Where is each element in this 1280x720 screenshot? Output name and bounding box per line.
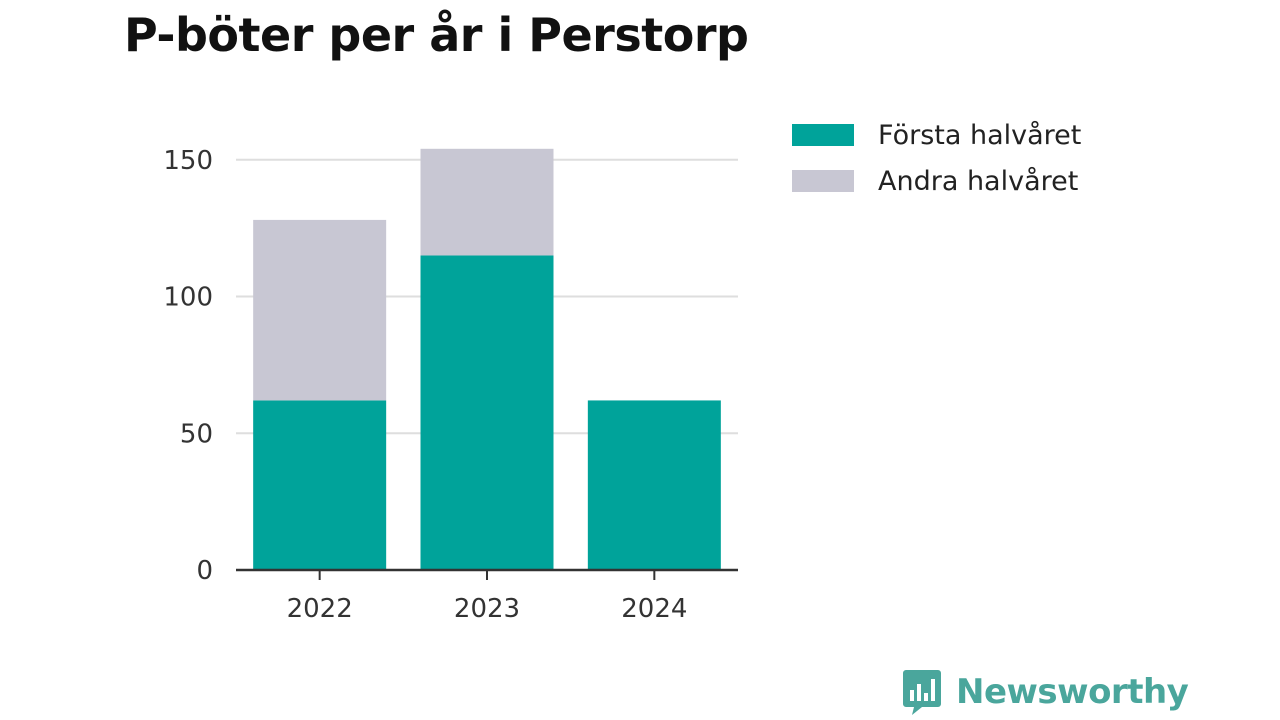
bar-chart: 0 50 100 150 2022 2023 2024 [163,146,738,624]
legend-swatch-first-half [792,124,854,146]
bar-2022-series-2 [253,219,387,401]
legend-swatch-second-half [792,170,854,192]
legend-item-second-half: Andra halvåret [792,158,1081,204]
y-tick-label-150: 150 [163,146,213,176]
newsworthy-logo: Newsworthy [902,668,1189,716]
bar-2023-series-2 [420,148,554,256]
chart-title: P-böter per år i Perstorp [124,8,749,62]
logo-text: Newsworthy [956,672,1189,712]
x-tick-label-2022: 2022 [287,594,353,624]
bars [253,148,721,570]
legend-item-first-half: Första halvåret [792,112,1081,158]
bar-chart-speech-bubble-icon [903,670,941,715]
axes: 0 50 100 150 2022 2023 2024 [163,146,738,624]
legend: Första halvåret Andra halvåret [792,112,1081,204]
x-tick-label-2024: 2024 [621,594,687,624]
bar-2023-series-1 [420,255,554,570]
legend-label-second-half: Andra halvåret [878,165,1079,197]
legend-label-first-half: Första halvåret [878,119,1082,151]
bar-2024-series-1 [587,400,721,570]
x-tick-label-2023: 2023 [454,594,520,624]
y-tick-label-0: 0 [196,556,213,586]
y-tick-label-100: 100 [163,283,213,313]
bar-2022-series-1 [253,400,387,570]
y-tick-label-50: 50 [180,419,213,449]
